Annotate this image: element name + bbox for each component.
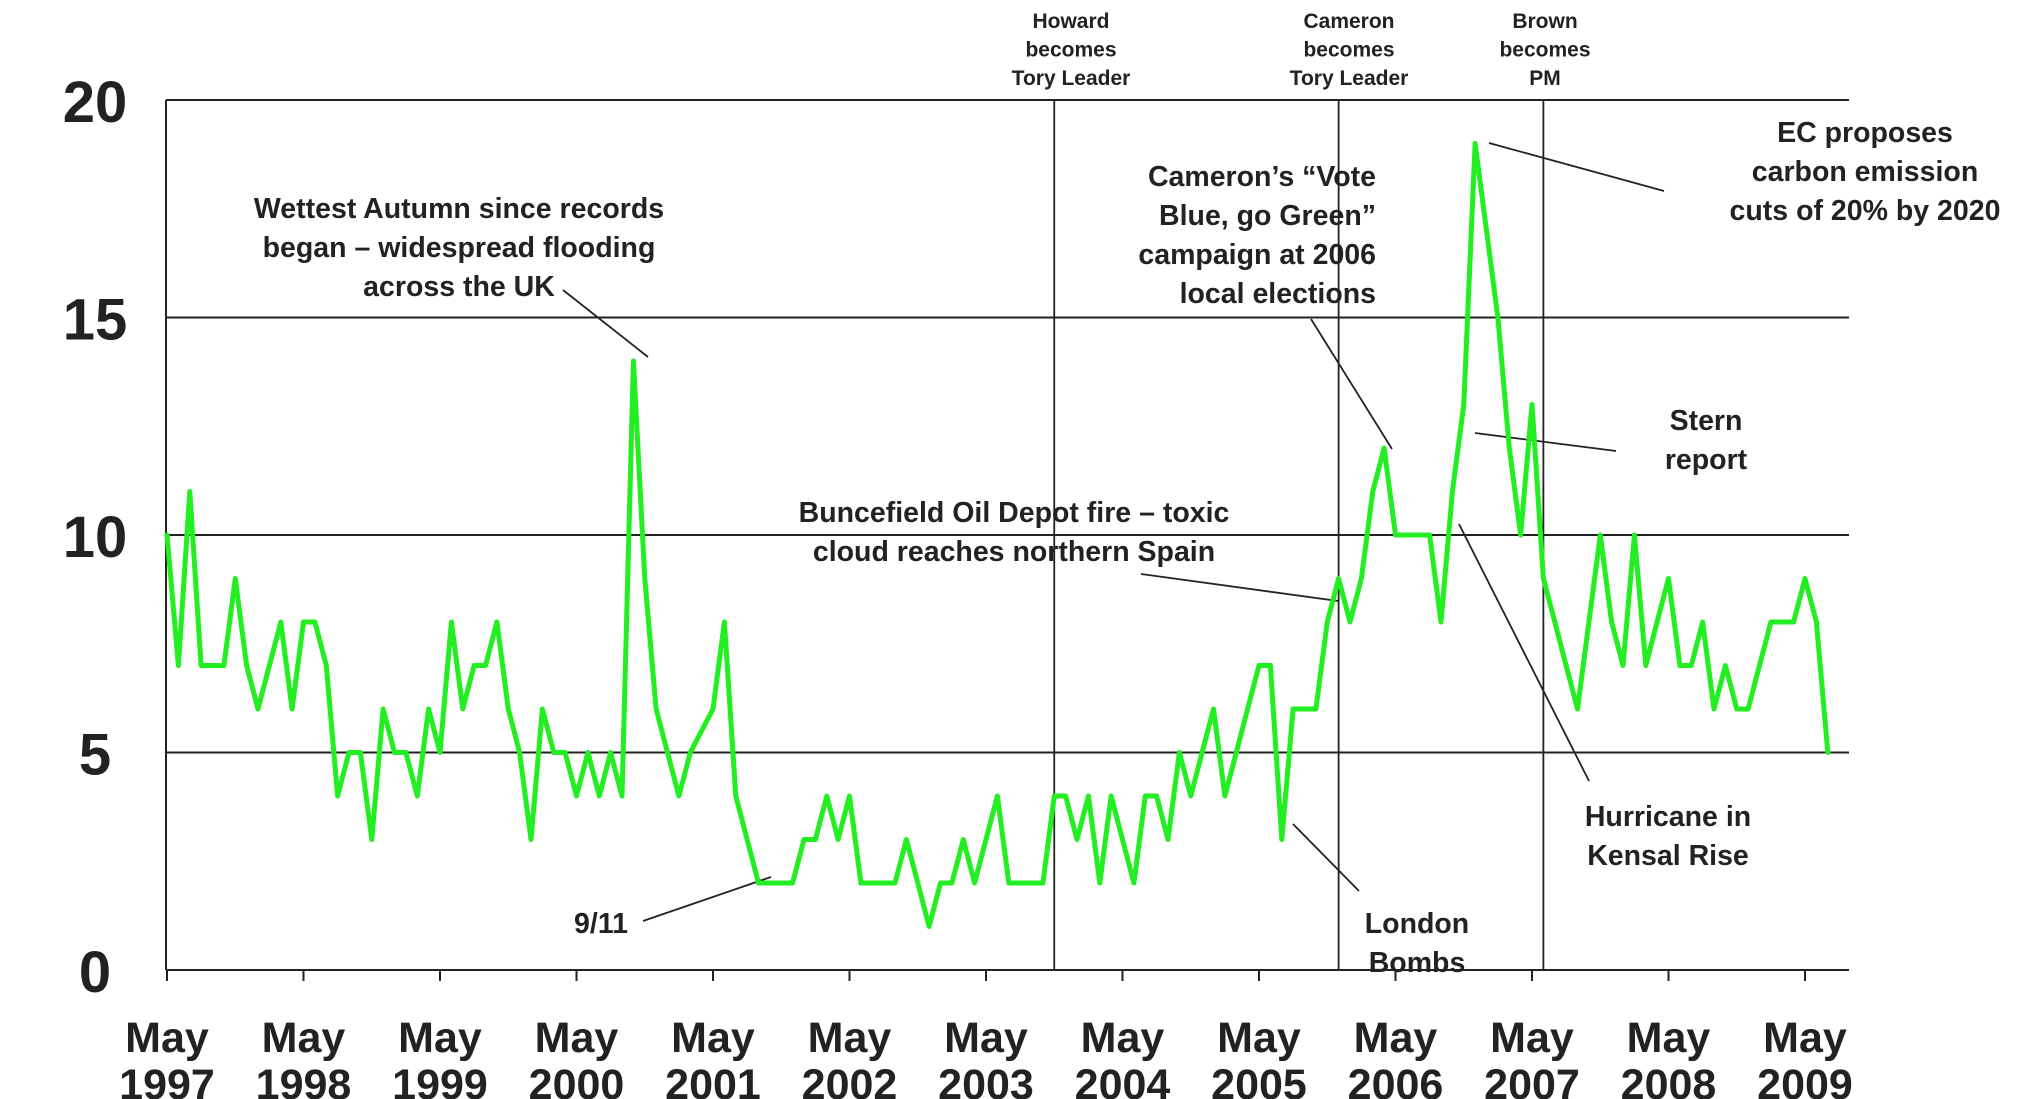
- x-tick-label: 2009: [1757, 1061, 1853, 1099]
- event-label: Cameron becomes Tory Leader: [1290, 10, 1409, 90]
- event-label-line: becomes: [1025, 39, 1116, 62]
- annotation-nine-eleven: 9/11: [574, 908, 628, 940]
- annotation-ec-carbon-line: cuts of 20% by 2020: [1730, 195, 2001, 227]
- annotation-hurricane-line: Hurricane in: [1585, 801, 1751, 833]
- annotation-buncefield-line: cloud reaches northern Spain: [813, 536, 1215, 568]
- y-tick-label: 5: [79, 723, 111, 788]
- event-label-line: Cameron: [1303, 10, 1394, 33]
- annotation-london-bombs: London Bombs: [1365, 908, 1469, 979]
- x-tick-label: 2006: [1348, 1061, 1444, 1099]
- annotation-stern: Stern report: [1665, 405, 1748, 476]
- gridlines: [166, 99, 1849, 754]
- event-label: Brown becomes PM: [1499, 10, 1590, 90]
- annotation-london-bombs-line: Bombs: [1369, 947, 1466, 979]
- x-tick-label: May: [398, 1014, 482, 1062]
- annotation-leader: [642, 876, 772, 922]
- annotation-vote-blue-line: campaign at 2006: [1138, 239, 1376, 271]
- x-tick-label: 1999: [392, 1061, 488, 1099]
- x-tick-label: May: [1217, 1014, 1301, 1062]
- annotation-leader: [1474, 432, 1617, 452]
- annotation-hurricane-line: Kensal Rise: [1587, 840, 1749, 872]
- event-label-line: Tory Leader: [1012, 67, 1131, 90]
- series: [164, 141, 1831, 929]
- annotation-stern-line: Stern: [1670, 405, 1743, 437]
- x-tick-label: May: [262, 1014, 346, 1062]
- annotation-vote-blue-line: Cameron’s “Vote: [1148, 161, 1376, 193]
- annotation-nine-eleven-line: 9/11: [574, 908, 628, 940]
- x-tick-label: May: [1490, 1014, 1574, 1062]
- x-tick-label: May: [1081, 1014, 1165, 1062]
- x-tick-label: 2001: [665, 1061, 761, 1099]
- event-lines: [1053, 100, 1545, 970]
- x-tick-label: 1998: [256, 1061, 352, 1099]
- y-tick-label: 0: [79, 940, 111, 1005]
- x-tick-label: May: [944, 1014, 1028, 1062]
- annotation-leader-lines: [562, 142, 1665, 922]
- annotation-hurricane: Hurricane in Kensal Rise: [1585, 801, 1751, 872]
- annotation-leader: [1140, 573, 1339, 602]
- annotation-leader: [562, 289, 649, 358]
- x-tick-label: 2005: [1211, 1061, 1307, 1099]
- annotation-vote-blue-line: Blue, go Green”: [1159, 200, 1376, 232]
- event-label-line: becomes: [1499, 39, 1590, 62]
- annotation-autumn-flood: Wettest Autumn since records began – wide…: [254, 193, 664, 303]
- x-tick-label: May: [125, 1014, 209, 1062]
- annotation-vote-blue-line: local elections: [1180, 278, 1376, 310]
- event-label: Howard becomes Tory Leader: [1012, 10, 1131, 90]
- annotation-autumn-flood-line: Wettest Autumn since records: [254, 193, 664, 225]
- annotation-ec-carbon: EC proposes carbon emission cuts of 20% by…: [1730, 117, 2001, 227]
- annotation-autumn-flood-line: across the UK: [363, 271, 555, 303]
- x-tick-label: May: [1354, 1014, 1438, 1062]
- annotation-buncefield: Buncefield Oil Depot fire – toxic cloud r…: [799, 497, 1230, 568]
- annotation-stern-line: report: [1665, 444, 1748, 476]
- x-tick-label: 2004: [1075, 1061, 1171, 1099]
- event-label-line: Tory Leader: [1290, 67, 1409, 90]
- x-tick-label: 2003: [938, 1061, 1034, 1099]
- annotation-leader: [1292, 823, 1360, 892]
- annotation-leader: [1458, 523, 1590, 782]
- event-label-line: becomes: [1303, 39, 1394, 62]
- x-tick-label: May: [535, 1014, 619, 1062]
- y-tick-label: 20: [63, 70, 128, 135]
- annotation-leader: [1488, 142, 1665, 192]
- annotation-buncefield-line: Buncefield Oil Depot fire – toxic: [799, 497, 1230, 529]
- annotation-ec-carbon-line: EC proposes: [1777, 117, 1953, 149]
- annotation-ec-carbon-line: carbon emission: [1752, 156, 1978, 188]
- event-label-line: Brown: [1512, 10, 1577, 33]
- x-tick-label: 2007: [1484, 1061, 1580, 1099]
- y-tick-label: 10: [63, 505, 128, 570]
- x-tick-label: 1997: [119, 1061, 215, 1099]
- x-tick-label: May: [1627, 1014, 1711, 1062]
- x-tick-label: May: [808, 1014, 892, 1062]
- annotation-london-bombs-line: London: [1365, 908, 1469, 940]
- x-tick-label: 2008: [1621, 1061, 1717, 1099]
- event-label-line: Howard: [1032, 10, 1109, 33]
- x-tick-label: 2002: [802, 1061, 898, 1099]
- annotation-autumn-flood-line: began – widespread flooding: [263, 232, 656, 264]
- annotation-leader: [1310, 318, 1393, 450]
- x-tick-label: 2000: [529, 1061, 625, 1099]
- event-label-line: PM: [1529, 67, 1561, 90]
- y-tick-label: 15: [63, 288, 128, 353]
- x-tick-label: May: [1763, 1014, 1847, 1062]
- annotation-vote-blue: Cameron’s “Vote Blue, go Green” campaign a…: [1138, 161, 1376, 310]
- x-tick-label: May: [671, 1014, 755, 1062]
- labels: 05101520May1997May1998May1999May2000May2…: [63, 10, 2001, 1099]
- data-line: [164, 141, 1831, 929]
